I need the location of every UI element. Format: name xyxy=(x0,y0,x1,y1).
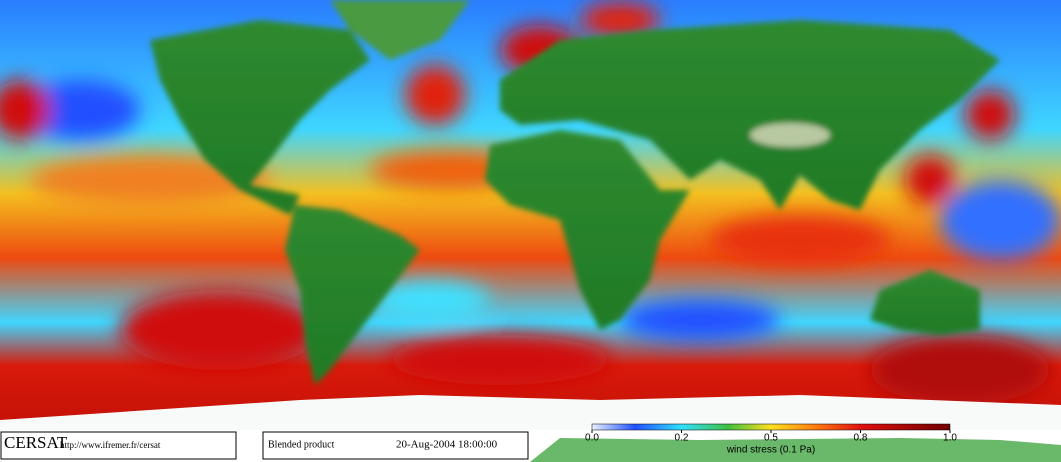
colorbar-tick-label: 0.2 xyxy=(675,433,689,444)
logo: CERSAT xyxy=(4,433,68,452)
colorbar-tick-label: 0.5 xyxy=(764,433,778,444)
colorbar-tick-label: 0.0 xyxy=(585,433,599,444)
wind-patches xyxy=(0,2,1060,405)
product-box xyxy=(262,431,529,460)
antarctica xyxy=(0,395,1061,430)
colorbar-tick-label: 1.0 xyxy=(943,433,957,444)
antarctica-coast xyxy=(530,438,1061,462)
datetime: 20-Aug-2004 18:00:00 xyxy=(396,439,498,451)
colorbar-label: wind stress (0.1 Pa) xyxy=(726,445,815,456)
logo-box xyxy=(0,431,237,460)
url: http://www.ifremer.fr/cersat xyxy=(60,440,161,450)
colorbar xyxy=(591,423,951,431)
colorbar-tick-label: 0.8 xyxy=(854,433,868,444)
product: Blended product xyxy=(268,439,335,450)
continents xyxy=(150,0,1000,385)
